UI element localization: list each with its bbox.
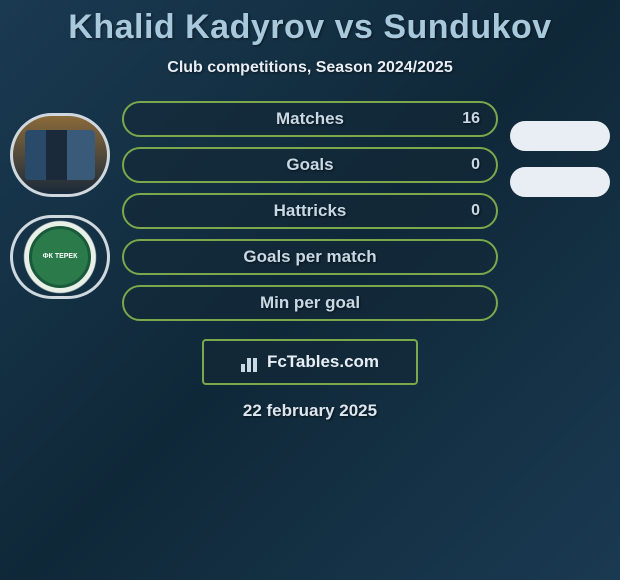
club-logo-inner: ФК ТЕРЕК xyxy=(29,226,91,288)
stat-label: Hattricks xyxy=(274,201,347,221)
comparison-card: Khalid Kadyrov vs Sundukov Club competit… xyxy=(0,0,620,421)
stats-column: Matches 16 Goals 0 Hattricks 0 Goals per… xyxy=(122,101,498,321)
stat-matches: Matches 16 xyxy=(122,101,498,137)
stat-label: Goals per match xyxy=(243,247,376,267)
stat-goals-per-match: Goals per match xyxy=(122,239,498,275)
right-column xyxy=(510,101,610,197)
avatars-column: ФК ТЕРЕК xyxy=(10,101,110,299)
date-text: 22 february 2025 xyxy=(0,401,620,421)
subtitle: Club competitions, Season 2024/2025 xyxy=(0,59,620,77)
chart-icon xyxy=(241,352,261,372)
club-logo-avatar: ФК ТЕРЕК xyxy=(10,215,110,299)
stat-label: Min per goal xyxy=(260,293,360,313)
stat-label: Goals xyxy=(286,155,333,175)
right-pill-2 xyxy=(510,167,610,197)
stat-value: 0 xyxy=(471,202,480,220)
stat-hattricks: Hattricks 0 xyxy=(122,193,498,229)
page-title: Khalid Kadyrov vs Sundukov xyxy=(0,8,620,47)
brand-text: FcTables.com xyxy=(267,352,379,372)
stat-value: 0 xyxy=(471,156,480,174)
stat-label: Matches xyxy=(276,109,344,129)
stat-value: 16 xyxy=(462,110,480,128)
stat-goals: Goals 0 xyxy=(122,147,498,183)
right-pill-1 xyxy=(510,121,610,151)
brand-badge: FcTables.com xyxy=(202,339,418,385)
main-row: ФК ТЕРЕК Matches 16 Goals 0 Hattricks 0 … xyxy=(0,101,620,321)
player-photo-avatar xyxy=(10,113,110,197)
stat-min-per-goal: Min per goal xyxy=(122,285,498,321)
